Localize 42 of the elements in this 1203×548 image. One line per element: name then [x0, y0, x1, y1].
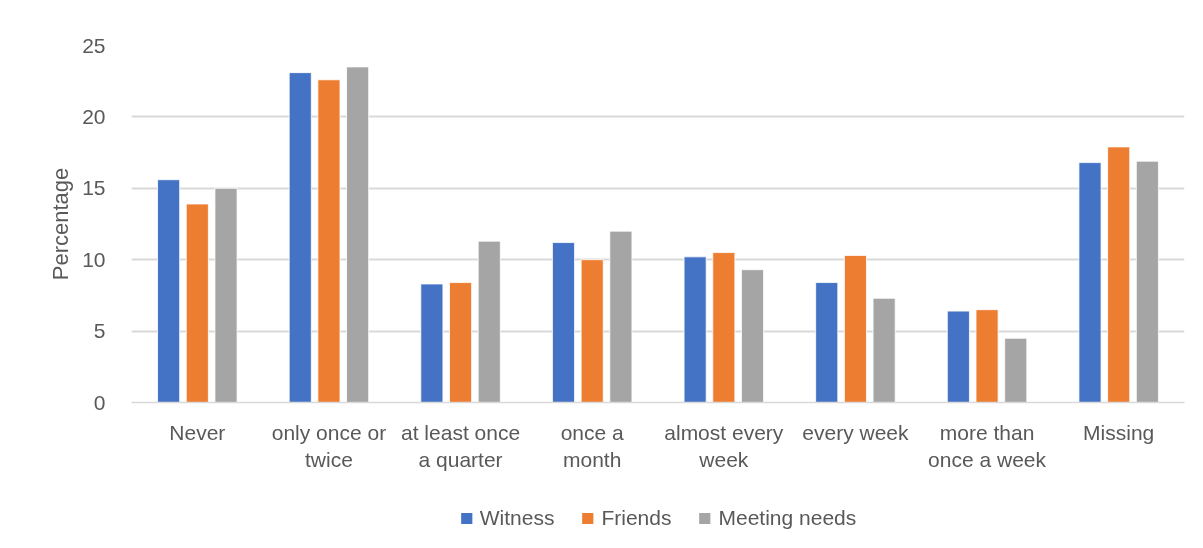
y-tick-label: 25	[82, 33, 106, 57]
bar	[552, 242, 575, 403]
bar	[1078, 162, 1102, 403]
bar	[449, 282, 473, 403]
bar	[609, 230, 633, 403]
x-tick-label: only once or twice	[271, 420, 387, 472]
bar	[1004, 337, 1028, 403]
y-tick-label: 5	[93, 319, 106, 343]
bar	[580, 259, 604, 403]
x-tick-label: at least once a quarter	[401, 420, 521, 472]
x-tick-label: almost every week	[664, 420, 784, 472]
legend-label: Witness	[479, 505, 555, 530]
bar	[477, 240, 501, 403]
bar	[741, 269, 764, 403]
bar	[317, 79, 341, 403]
y-tick-label: 10	[82, 247, 106, 271]
bar	[712, 252, 736, 403]
bar	[815, 282, 839, 403]
bar	[185, 203, 209, 403]
x-tick-label: Missing	[1083, 420, 1155, 444]
x-tick-label: every week	[802, 420, 910, 444]
bar	[420, 283, 444, 403]
y-tick-label: 20	[82, 104, 106, 128]
bar	[872, 297, 896, 403]
legend-label: Friends	[601, 505, 672, 530]
bar	[946, 310, 970, 403]
bar	[288, 72, 312, 403]
bar	[157, 179, 181, 403]
y-tick-label: 15	[82, 176, 106, 200]
bar	[1107, 146, 1131, 403]
bar	[346, 66, 370, 403]
bar	[683, 256, 707, 403]
y-axis-title: Percentage	[48, 167, 74, 281]
y-tick-label: 0	[93, 390, 106, 414]
bar	[975, 309, 999, 403]
x-tick-label: more than once a week	[928, 420, 1047, 472]
legend-label: Meeting needs	[718, 505, 857, 530]
bar	[1135, 160, 1159, 403]
x-tick-label: once a month	[560, 420, 625, 472]
bar	[843, 255, 867, 403]
bar	[214, 187, 238, 403]
x-tick-label: Never	[169, 420, 226, 444]
